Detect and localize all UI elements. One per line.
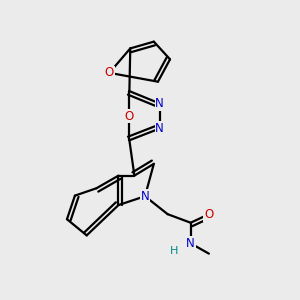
Text: O: O	[105, 66, 114, 80]
Text: O: O	[204, 208, 214, 221]
Text: O: O	[125, 110, 134, 123]
Text: H: H	[170, 246, 178, 256]
Text: N: N	[141, 190, 149, 203]
Text: N: N	[155, 97, 164, 110]
Text: N: N	[155, 122, 164, 135]
Text: N: N	[186, 237, 195, 250]
